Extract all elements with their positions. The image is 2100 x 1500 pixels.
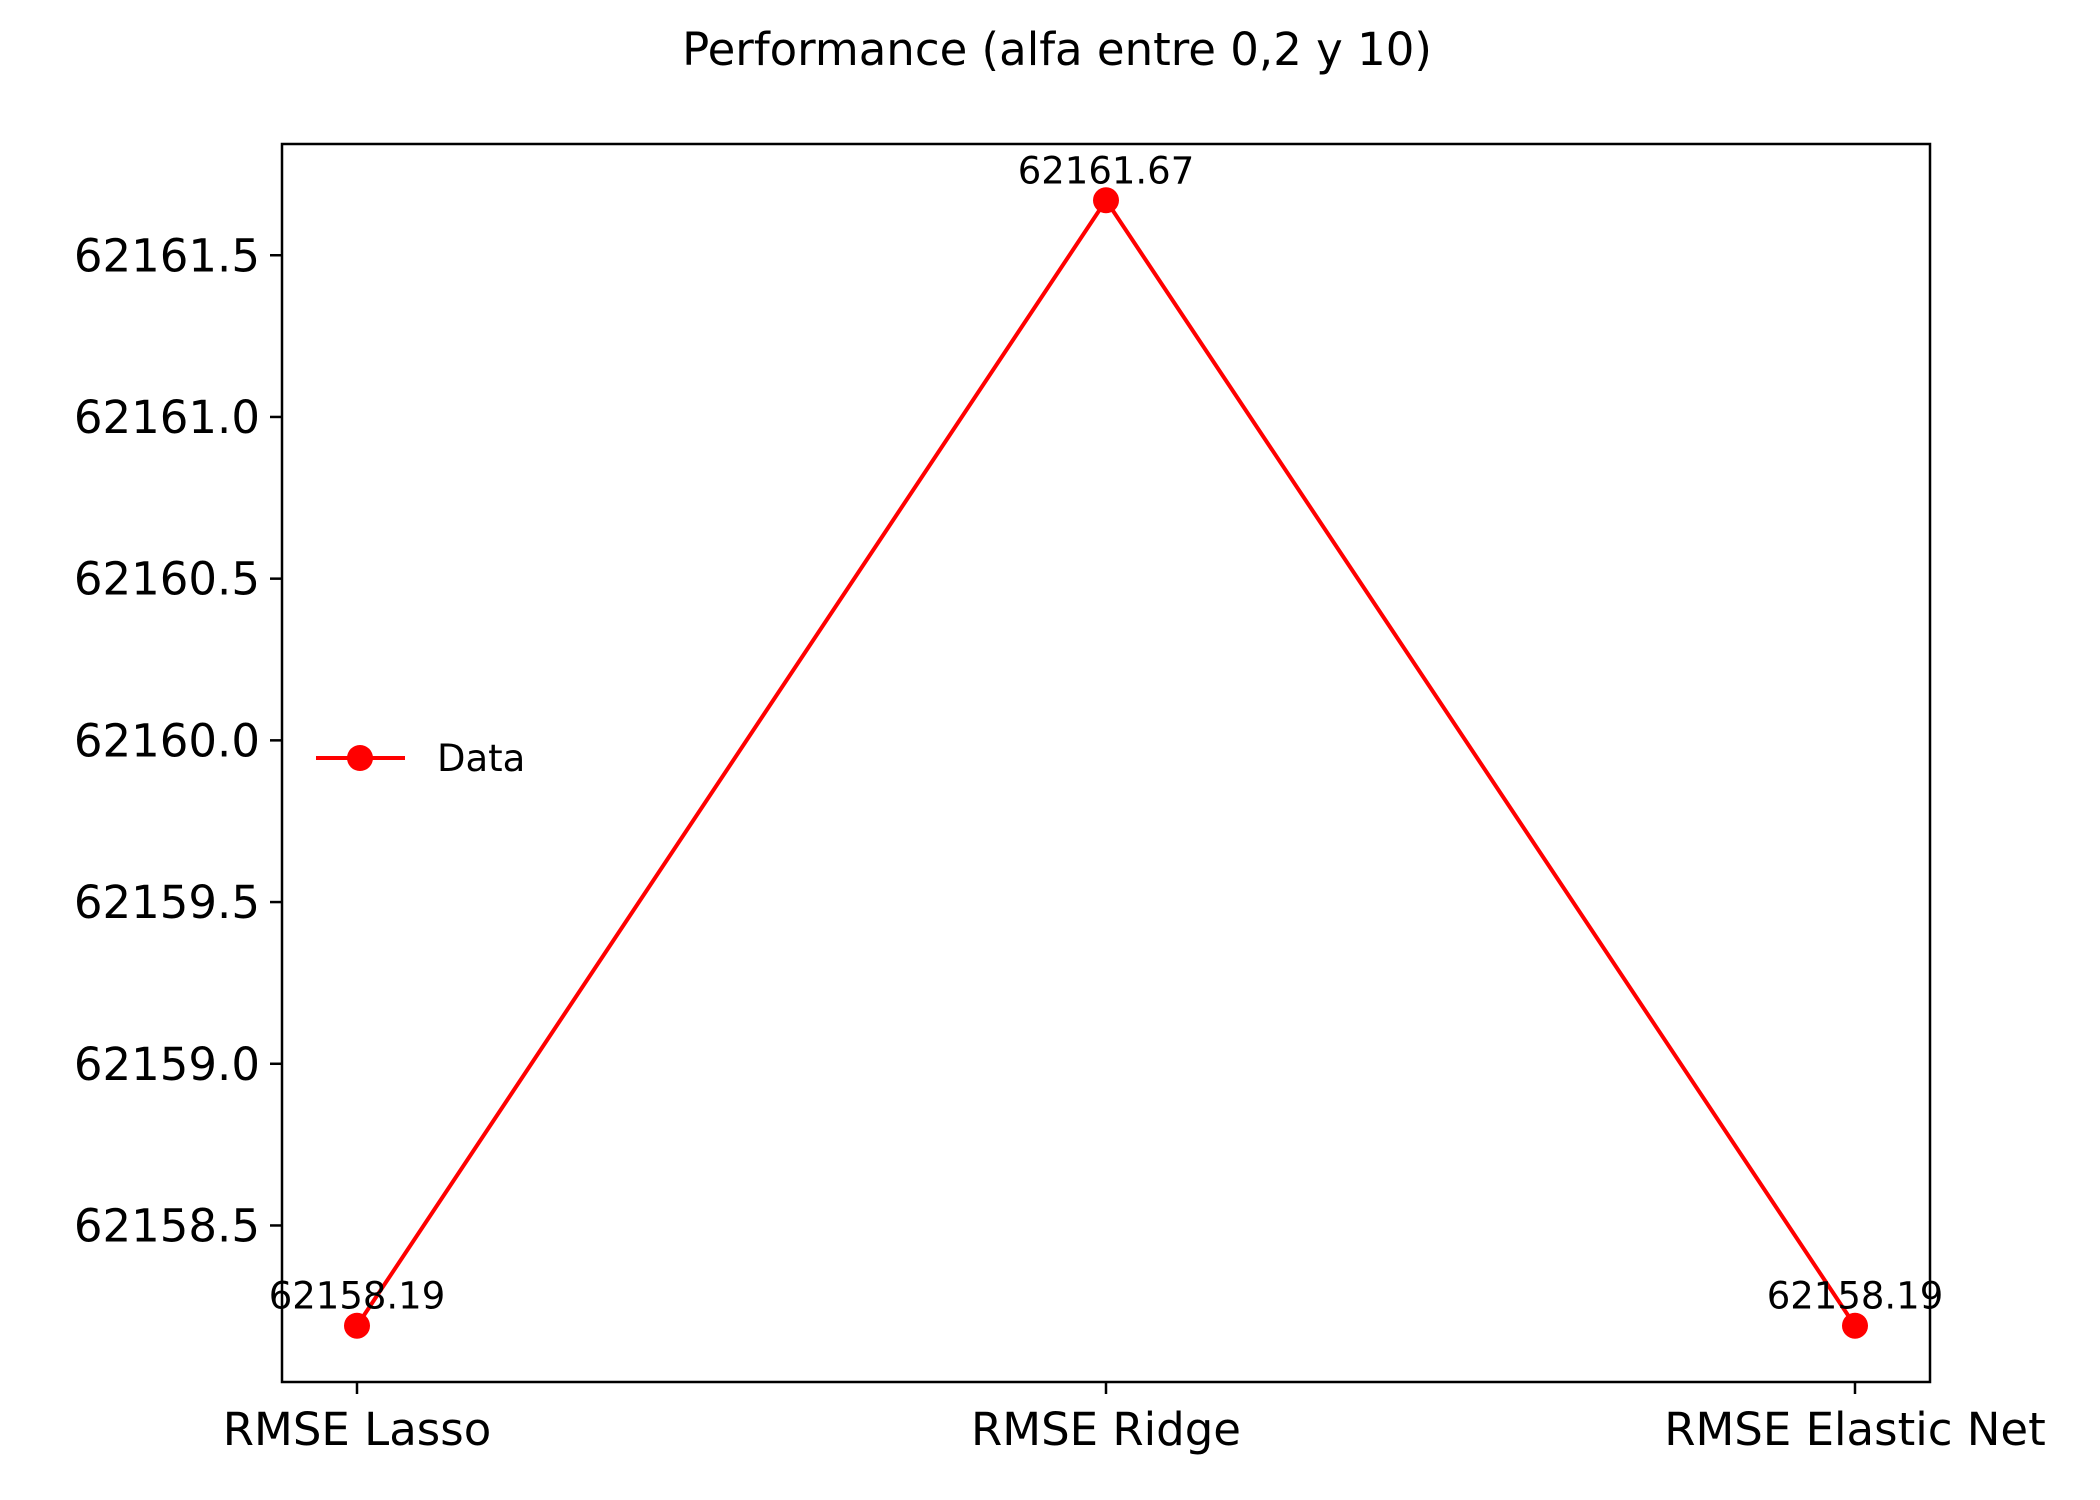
data-point-marker [344,1312,370,1339]
x-tick-label: RMSE Ridge [971,1403,1241,1456]
y-tick-label: 62159.0 [74,1038,260,1091]
data-point-marker [1093,187,1119,214]
x-tick-label: RMSE Lasso [223,1403,491,1456]
legend-label: Data [437,737,525,780]
y-tick-label: 62158.5 [74,1199,260,1252]
y-tick-label: 62161.5 [74,229,260,282]
plot-area: 62158.5 62159.0 62159.5 62160.0 62160.5 62161… [74,142,2046,1456]
data-value-label: 62158.19 [1767,1275,1944,1318]
series-line [355,196,1857,1327]
axes-frame [280,142,1932,1384]
data-value-label: 62158.19 [269,1275,446,1318]
chart-title: Performance (alfa entre 0,2 y 10) [682,23,1432,76]
y-tick-label: 62160.0 [74,714,260,767]
data-value-label: 62161.67 [1018,149,1195,192]
y-tick-label: 62159.5 [74,876,260,929]
y-tick-label: 62161.0 [74,391,260,444]
legend-marker-swatch [347,745,373,771]
y-tick-label: 62160.5 [74,553,260,606]
x-tick-label: RMSE Elastic Net [1664,1403,2046,1456]
data-point-marker [1842,1312,1868,1339]
